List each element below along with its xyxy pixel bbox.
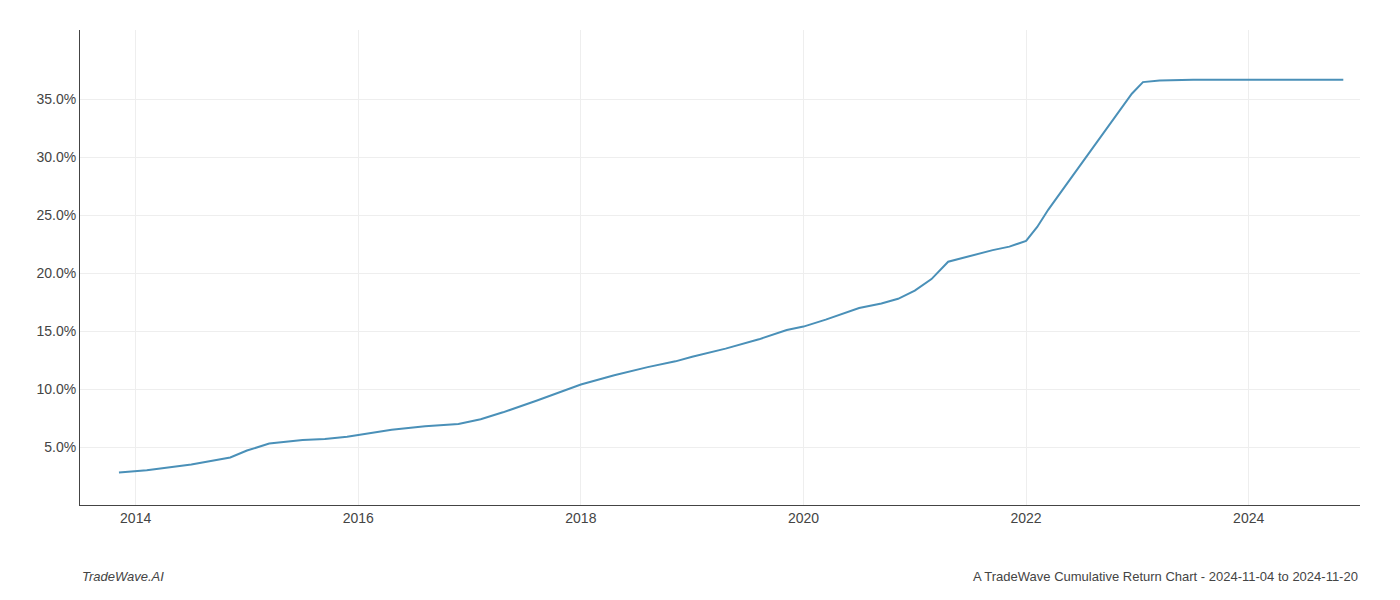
svg-text:25.0%: 25.0%	[36, 207, 76, 223]
svg-text:5.0%: 5.0%	[44, 439, 76, 455]
svg-text:10.0%: 10.0%	[36, 381, 76, 397]
svg-text:2016: 2016	[343, 510, 374, 526]
svg-text:2024: 2024	[1233, 510, 1264, 526]
svg-text:2020: 2020	[788, 510, 819, 526]
svg-text:2022: 2022	[1011, 510, 1042, 526]
svg-text:A TradeWave Cumulative Return: A TradeWave Cumulative Return Chart - 20…	[973, 569, 1358, 584]
svg-text:20.0%: 20.0%	[36, 265, 76, 281]
svg-text:2018: 2018	[565, 510, 596, 526]
svg-text:TradeWave.AI: TradeWave.AI	[82, 569, 164, 584]
svg-text:35.0%: 35.0%	[36, 91, 76, 107]
svg-text:15.0%: 15.0%	[36, 323, 76, 339]
svg-text:30.0%: 30.0%	[36, 149, 76, 165]
svg-text:2014: 2014	[120, 510, 151, 526]
